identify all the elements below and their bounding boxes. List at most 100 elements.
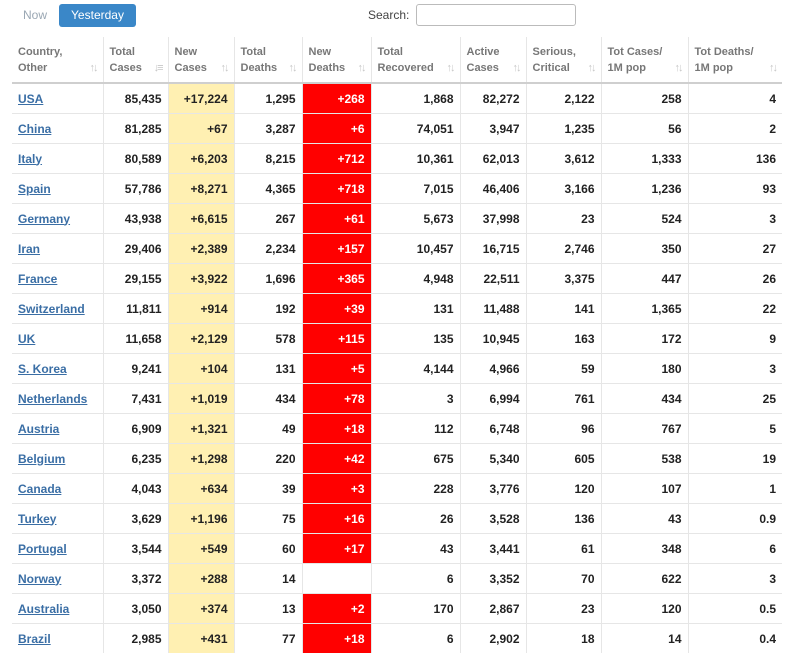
sort-icon[interactable]: ↑↓ xyxy=(446,62,456,74)
cell-serious-critical: 23 xyxy=(526,593,602,624)
table-row: France 29,155 +3,922 1,696 +365 4,948 22,511 3,… xyxy=(12,263,782,294)
country-link[interactable]: USA xyxy=(18,91,44,106)
cell-total-deaths: 4,365 xyxy=(234,173,303,204)
tab-yesterday[interactable]: Yesterday xyxy=(59,4,136,27)
cell-total-recovered: 4,948 xyxy=(371,263,461,294)
cell-serious-critical: 61 xyxy=(526,533,602,564)
country-link[interactable]: UK xyxy=(18,331,36,346)
column-header-new-cases[interactable]: New Cases ↑↓ xyxy=(168,37,235,84)
table-row: Netherlands 7,431 +1,019 434 +78 3 6,994 761 434… xyxy=(12,383,782,414)
cell-total-cases: 29,406 xyxy=(103,233,169,264)
toolbar: Now Yesterday Search: xyxy=(0,0,798,34)
cell-new-cases: +1,321 xyxy=(168,413,235,444)
cell-country: Spain xyxy=(12,173,104,204)
country-link[interactable]: Canada xyxy=(18,481,62,496)
column-header-active-cases[interactable]: Active Cases ↑↓ xyxy=(460,37,527,84)
sort-icon[interactable]: ↑↓ xyxy=(220,62,230,74)
country-link[interactable]: Italy xyxy=(18,151,43,166)
cell-total-deaths: 192 xyxy=(234,293,303,324)
country-link[interactable]: China xyxy=(18,121,52,136)
sort-desc-icon[interactable]: ↓≡ xyxy=(153,62,164,74)
country-link[interactable]: Belgium xyxy=(18,451,66,466)
cell-new-cases: +17,224 xyxy=(168,82,235,114)
country-link[interactable]: Austria xyxy=(18,421,60,436)
cell-total-deaths: 1,295 xyxy=(234,82,303,114)
country-link[interactable]: Australia xyxy=(18,601,70,616)
sort-icon[interactable]: ↑↓ xyxy=(288,62,298,74)
country-link[interactable]: Spain xyxy=(18,181,51,196)
cell-total-deaths: 8,215 xyxy=(234,143,303,174)
sort-icon[interactable]: ↑↓ xyxy=(587,62,597,74)
column-header-total-deaths[interactable]: Total Deaths ↑↓ xyxy=(234,37,303,84)
cell-total-recovered: 228 xyxy=(371,473,461,504)
country-link[interactable]: Portugal xyxy=(18,541,67,556)
sort-icon[interactable]: ↑↓ xyxy=(89,62,99,74)
column-header-tot-cases-per-1m[interactable]: Tot Cases/1M pop ↑↓ xyxy=(601,37,689,84)
cell-total-cases: 43,938 xyxy=(103,203,169,234)
country-link[interactable]: Norway xyxy=(18,571,62,586)
cell-new-cases: +2,129 xyxy=(168,323,235,354)
cell-active-cases: 10,945 xyxy=(460,323,527,354)
column-header-line1: Tot Cases/ xyxy=(607,45,663,58)
cell-tot-cases-per-1m: 767 xyxy=(601,413,689,444)
country-link[interactable]: Turkey xyxy=(18,511,57,526)
country-link[interactable]: France xyxy=(18,271,58,286)
cell-new-cases: +3,922 xyxy=(168,263,235,294)
column-header-line1: Country, xyxy=(18,45,63,58)
sort-icon[interactable]: ↑↓ xyxy=(674,62,684,74)
column-header-new-deaths[interactable]: New Deaths ↑↓ xyxy=(302,37,372,84)
country-link[interactable]: Iran xyxy=(18,241,41,256)
cell-active-cases: 3,352 xyxy=(460,563,527,594)
cell-tot-cases-per-1m: 1,333 xyxy=(601,143,689,174)
column-header-total-recovered[interactable]: Total Recovered ↑↓ xyxy=(371,37,461,84)
cell-total-cases: 6,909 xyxy=(103,413,169,444)
cell-tot-deaths-per-1m: 19 xyxy=(688,443,782,474)
sort-icon[interactable]: ↑↓ xyxy=(512,62,522,74)
sort-icon[interactable]: ↑↓ xyxy=(769,62,778,74)
cell-serious-critical: 136 xyxy=(526,503,602,534)
column-header-tot-deaths-per-1m[interactable]: Tot Deaths/1M pop ↑↓ xyxy=(688,37,782,84)
cell-new-deaths: +712 xyxy=(302,143,372,174)
tab-now[interactable]: Now xyxy=(22,8,47,22)
country-link[interactable]: Brazil xyxy=(18,631,51,646)
cell-serious-critical: 120 xyxy=(526,473,602,504)
cell-tot-cases-per-1m: 180 xyxy=(601,353,689,384)
cell-active-cases: 5,340 xyxy=(460,443,527,474)
cell-tot-deaths-per-1m: 27 xyxy=(688,233,782,264)
cell-new-deaths: +42 xyxy=(302,443,372,474)
cell-tot-cases-per-1m: 120 xyxy=(601,593,689,624)
cell-new-deaths: +718 xyxy=(302,173,372,204)
cell-active-cases: 16,715 xyxy=(460,233,527,264)
country-link[interactable]: S. Korea xyxy=(18,361,67,376)
country-link[interactable]: Netherlands xyxy=(18,391,88,406)
column-header-line1: New xyxy=(308,45,332,58)
cell-tot-cases-per-1m: 1,236 xyxy=(601,173,689,204)
cell-new-cases: +1,196 xyxy=(168,503,235,534)
cell-total-recovered: 10,361 xyxy=(371,143,461,174)
column-header-serious-critical[interactable]: Serious, Critical ↑↓ xyxy=(526,37,602,84)
country-link[interactable]: Switzerland xyxy=(18,301,85,316)
cell-new-cases: +67 xyxy=(168,113,235,144)
cell-new-cases: +374 xyxy=(168,593,235,624)
cell-total-cases: 81,285 xyxy=(103,113,169,144)
country-link[interactable]: Germany xyxy=(18,211,71,226)
table-row: Norway 3,372 +288 14 6 3,352 70 622 3 xyxy=(12,563,782,594)
cell-total-deaths: 434 xyxy=(234,383,303,414)
table-row: S. Korea 9,241 +104 131 +5 4,144 4,966 59 180 3 xyxy=(12,353,782,384)
cell-total-deaths: 75 xyxy=(234,503,303,534)
cell-total-deaths: 13 xyxy=(234,593,303,624)
cell-serious-critical: 59 xyxy=(526,353,602,384)
cell-new-cases: +8,271 xyxy=(168,173,235,204)
cell-serious-critical: 18 xyxy=(526,623,602,653)
search-input[interactable] xyxy=(416,4,576,26)
cell-country: Italy xyxy=(12,143,104,174)
table-row: Turkey 3,629 +1,196 75 +16 26 3,528 136 43 0.9 xyxy=(12,503,782,534)
cell-total-cases: 2,985 xyxy=(103,623,169,653)
column-header-country[interactable]: Country, Other ↑↓ xyxy=(12,37,104,84)
column-header-total-cases[interactable]: Total Cases ↓≡ xyxy=(103,37,169,84)
cell-total-cases: 3,544 xyxy=(103,533,169,564)
cell-serious-critical: 605 xyxy=(526,443,602,474)
cell-tot-deaths-per-1m: 136 xyxy=(688,143,782,174)
cell-total-recovered: 26 xyxy=(371,503,461,534)
sort-icon[interactable]: ↑↓ xyxy=(357,62,367,74)
